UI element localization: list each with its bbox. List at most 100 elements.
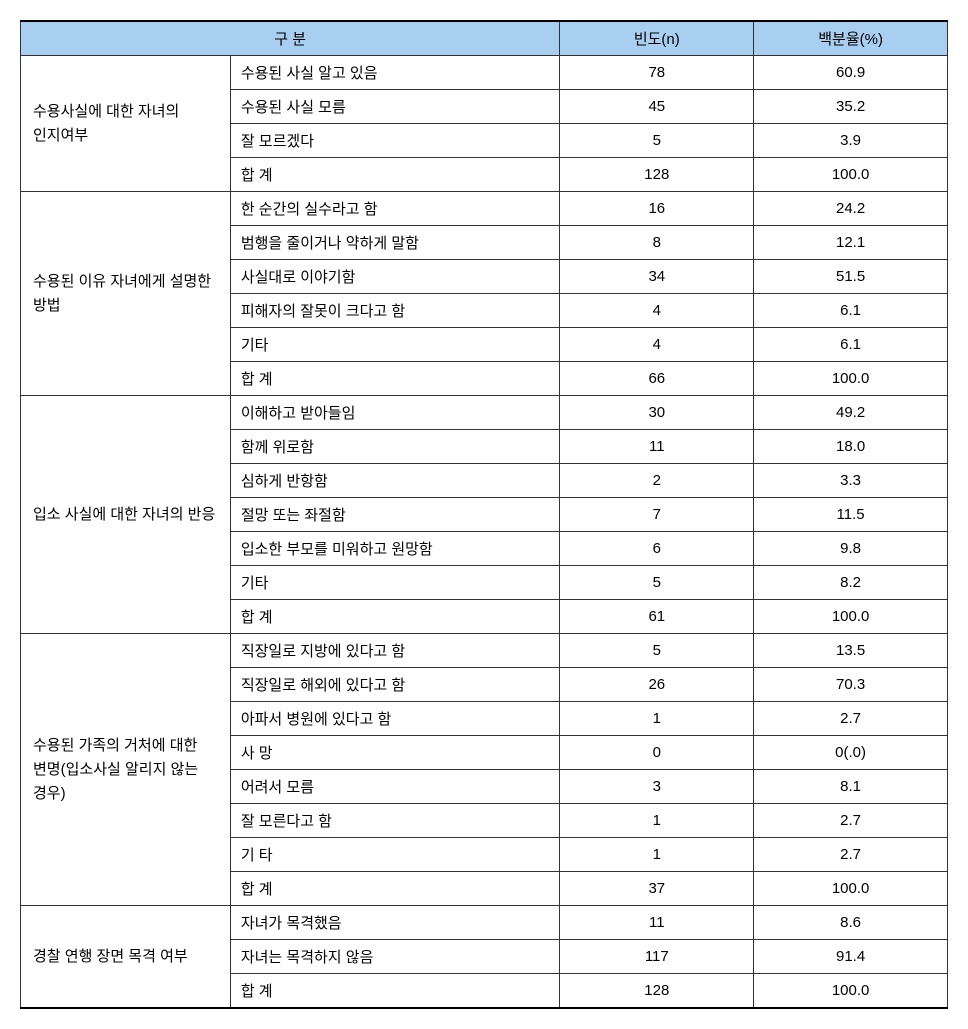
table-body: 수용사실에 대한 자녀의 인지여부수용된 사실 알고 있음7860.9수용된 사… (21, 56, 948, 1009)
percent-cell: 9.8 (754, 532, 948, 566)
item-cell: 직장일로 지방에 있다고 함 (230, 634, 560, 668)
table-row: 입소 사실에 대한 자녀의 반응이해하고 받아들임3049.2 (21, 396, 948, 430)
frequency-cell: 4 (560, 294, 754, 328)
table-row: 수용된 가족의 거처에 대한 변명(입소사실 알리지 않는 경우)직장일로 지방… (21, 634, 948, 668)
percent-cell: 13.5 (754, 634, 948, 668)
percent-cell: 100.0 (754, 158, 948, 192)
category-cell: 수용된 가족의 거처에 대한 변명(입소사실 알리지 않는 경우) (21, 634, 231, 906)
item-cell: 합 계 (230, 872, 560, 906)
percent-cell: 8.6 (754, 906, 948, 940)
frequency-cell: 34 (560, 260, 754, 294)
frequency-cell: 11 (560, 430, 754, 464)
item-cell: 어려서 모름 (230, 770, 560, 804)
percent-cell: 100.0 (754, 600, 948, 634)
item-cell: 기 타 (230, 838, 560, 872)
frequency-cell: 6 (560, 532, 754, 566)
item-cell: 아파서 병원에 있다고 함 (230, 702, 560, 736)
category-cell: 수용된 이유 자녀에게 설명한 방법 (21, 192, 231, 396)
percent-cell: 51.5 (754, 260, 948, 294)
item-cell: 수용된 사실 알고 있음 (230, 56, 560, 90)
frequency-cell: 4 (560, 328, 754, 362)
header-frequency: 빈도(n) (560, 21, 754, 56)
frequency-cell: 11 (560, 906, 754, 940)
frequency-cell: 128 (560, 974, 754, 1009)
item-cell: 사 망 (230, 736, 560, 770)
frequency-cell: 8 (560, 226, 754, 260)
frequency-cell: 78 (560, 56, 754, 90)
frequency-cell: 61 (560, 600, 754, 634)
frequency-cell: 45 (560, 90, 754, 124)
frequency-cell: 5 (560, 634, 754, 668)
item-cell: 한 순간의 실수라고 함 (230, 192, 560, 226)
item-cell: 합 계 (230, 362, 560, 396)
percent-cell: 100.0 (754, 974, 948, 1009)
table-row: 수용사실에 대한 자녀의 인지여부수용된 사실 알고 있음7860.9 (21, 56, 948, 90)
item-cell: 합 계 (230, 600, 560, 634)
frequency-cell: 5 (560, 566, 754, 600)
percent-cell: 12.1 (754, 226, 948, 260)
item-cell: 피해자의 잘못이 크다고 함 (230, 294, 560, 328)
item-cell: 범행을 줄이거나 약하게 말함 (230, 226, 560, 260)
percent-cell: 3.9 (754, 124, 948, 158)
percent-cell: 11.5 (754, 498, 948, 532)
percent-cell: 60.9 (754, 56, 948, 90)
category-cell: 경찰 연행 장면 목격 여부 (21, 906, 231, 1009)
table-container: 구 분 빈도(n) 백분율(%) 수용사실에 대한 자녀의 인지여부수용된 사실… (20, 20, 948, 1009)
percent-cell: 6.1 (754, 328, 948, 362)
item-cell: 절망 또는 좌절함 (230, 498, 560, 532)
percent-cell: 6.1 (754, 294, 948, 328)
percent-cell: 0(.0) (754, 736, 948, 770)
frequency-cell: 16 (560, 192, 754, 226)
percent-cell: 35.2 (754, 90, 948, 124)
header-row: 구 분 빈도(n) 백분율(%) (21, 21, 948, 56)
percent-cell: 70.3 (754, 668, 948, 702)
percent-cell: 100.0 (754, 872, 948, 906)
percent-cell: 18.0 (754, 430, 948, 464)
item-cell: 기타 (230, 328, 560, 362)
percent-cell: 8.2 (754, 566, 948, 600)
percent-cell: 91.4 (754, 940, 948, 974)
percent-cell: 24.2 (754, 192, 948, 226)
frequency-cell: 66 (560, 362, 754, 396)
frequency-cell: 3 (560, 770, 754, 804)
percent-cell: 2.7 (754, 804, 948, 838)
item-cell: 자녀가 목격했음 (230, 906, 560, 940)
item-cell: 함께 위로함 (230, 430, 560, 464)
item-cell: 기타 (230, 566, 560, 600)
item-cell: 잘 모르겠다 (230, 124, 560, 158)
header-percent: 백분율(%) (754, 21, 948, 56)
item-cell: 심하게 반항함 (230, 464, 560, 498)
item-cell: 입소한 부모를 미워하고 원망함 (230, 532, 560, 566)
category-cell: 입소 사실에 대한 자녀의 반응 (21, 396, 231, 634)
percent-cell: 3.3 (754, 464, 948, 498)
frequency-cell: 37 (560, 872, 754, 906)
percent-cell: 2.7 (754, 702, 948, 736)
category-cell: 수용사실에 대한 자녀의 인지여부 (21, 56, 231, 192)
frequency-cell: 1 (560, 702, 754, 736)
percent-cell: 49.2 (754, 396, 948, 430)
frequency-cell: 128 (560, 158, 754, 192)
frequency-cell: 5 (560, 124, 754, 158)
item-cell: 직장일로 해외에 있다고 함 (230, 668, 560, 702)
header-category: 구 분 (21, 21, 560, 56)
frequency-cell: 30 (560, 396, 754, 430)
item-cell: 합 계 (230, 158, 560, 192)
item-cell: 합 계 (230, 974, 560, 1009)
table-row: 경찰 연행 장면 목격 여부자녀가 목격했음118.6 (21, 906, 948, 940)
frequency-cell: 7 (560, 498, 754, 532)
item-cell: 사실대로 이야기함 (230, 260, 560, 294)
frequency-cell: 26 (560, 668, 754, 702)
item-cell: 잘 모른다고 함 (230, 804, 560, 838)
data-table: 구 분 빈도(n) 백분율(%) 수용사실에 대한 자녀의 인지여부수용된 사실… (20, 20, 948, 1009)
frequency-cell: 1 (560, 804, 754, 838)
percent-cell: 8.1 (754, 770, 948, 804)
item-cell: 수용된 사실 모름 (230, 90, 560, 124)
item-cell: 자녀는 목격하지 않음 (230, 940, 560, 974)
frequency-cell: 117 (560, 940, 754, 974)
percent-cell: 2.7 (754, 838, 948, 872)
percent-cell: 100.0 (754, 362, 948, 396)
table-header: 구 분 빈도(n) 백분율(%) (21, 21, 948, 56)
table-row: 수용된 이유 자녀에게 설명한 방법한 순간의 실수라고 함1624.2 (21, 192, 948, 226)
frequency-cell: 1 (560, 838, 754, 872)
frequency-cell: 2 (560, 464, 754, 498)
